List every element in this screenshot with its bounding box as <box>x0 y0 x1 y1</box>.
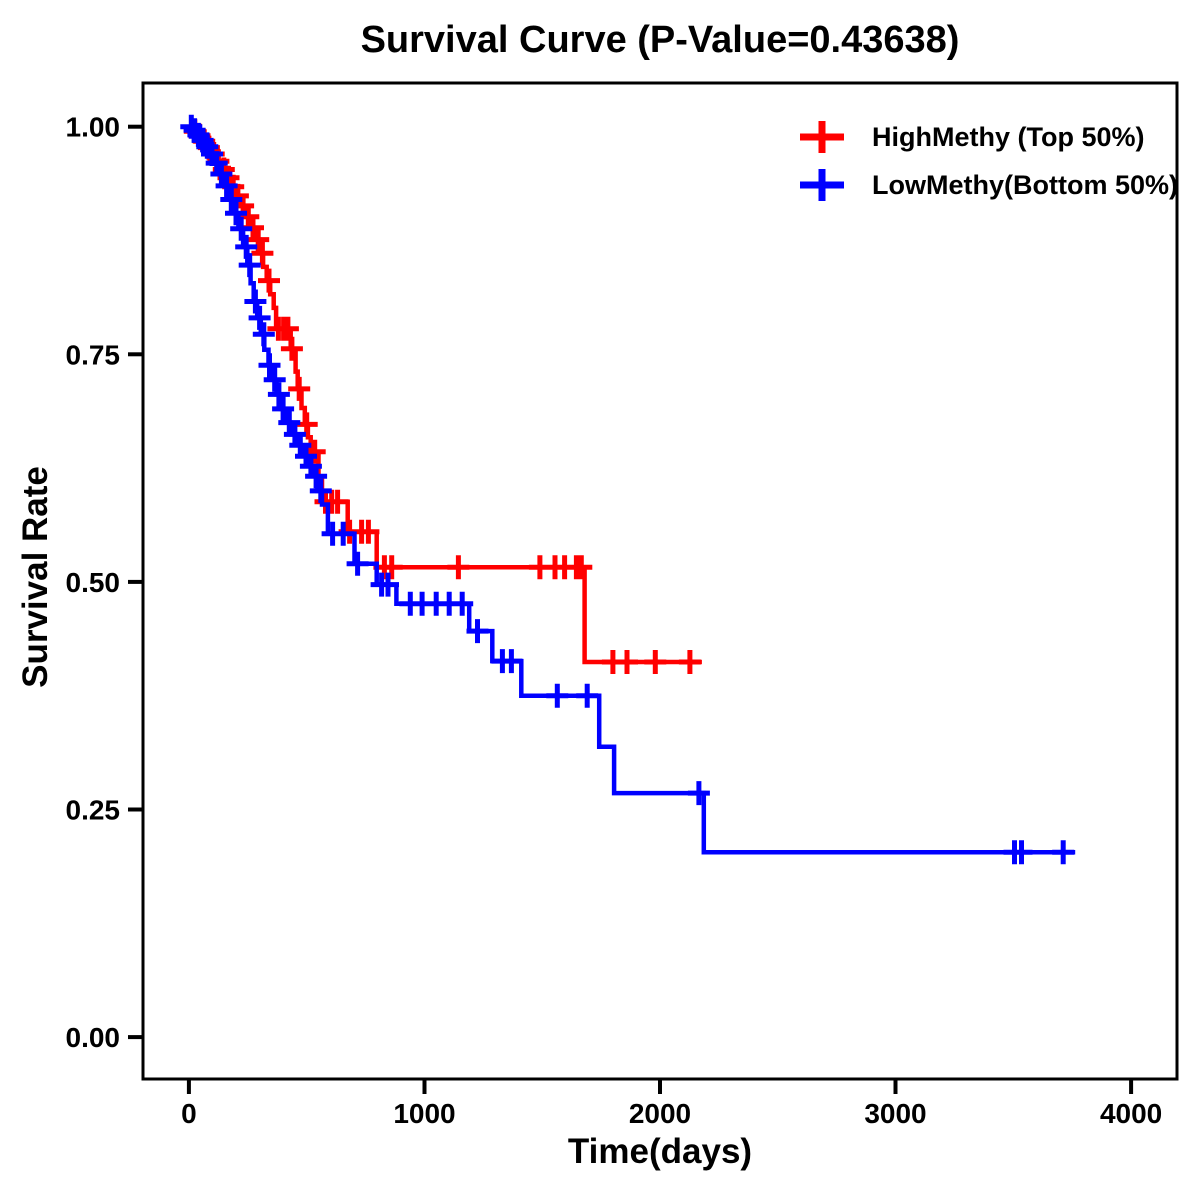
plot-border <box>141 81 1179 1081</box>
x-tick-label: 0 <box>181 1098 197 1129</box>
survival-curve-highmethy <box>188 124 702 665</box>
plot-layer: 0 1000 2000 3000 4000 0.00 0.25 0.50 0.75 1.00 <box>66 81 1179 1129</box>
legend-item-lowmethy: LowMethy(Bottom 50%) <box>798 165 1178 205</box>
plus-marker-icon <box>800 121 844 153</box>
x-tick-label: 4000 <box>1100 1098 1162 1129</box>
legend-label-lowmethy: LowMethy(Bottom 50%) <box>872 170 1178 200</box>
x-axis-title: Time(days) <box>568 1132 752 1171</box>
legend: HighMethy (Top 50%) LowMethy(Bottom 50%) <box>798 117 1178 205</box>
y-tick-label: 0.75 <box>66 339 121 370</box>
x-tick-label: 2000 <box>629 1098 691 1129</box>
legend-label-highmethy: HighMethy (Top 50%) <box>872 122 1145 152</box>
censor-marks-lowmethy <box>180 114 1075 865</box>
plus-marker-icon <box>800 169 844 201</box>
y-tick-label: 0.50 <box>66 567 121 598</box>
censor-marks-highmethy <box>183 119 701 674</box>
x-tick-label: 3000 <box>864 1098 926 1129</box>
chart-title: Survival Curve (P-Value=0.43638) <box>361 19 960 61</box>
y-axis-title: Survival Rate <box>16 466 55 688</box>
y-tick-label: 0.00 <box>66 1022 121 1053</box>
y-tick-label: 0.25 <box>66 795 121 826</box>
x-tick-label: 1000 <box>393 1098 455 1129</box>
y-tick-label: 1.00 <box>66 112 121 143</box>
legend-item-highmethy: HighMethy (Top 50%) <box>798 117 1178 157</box>
